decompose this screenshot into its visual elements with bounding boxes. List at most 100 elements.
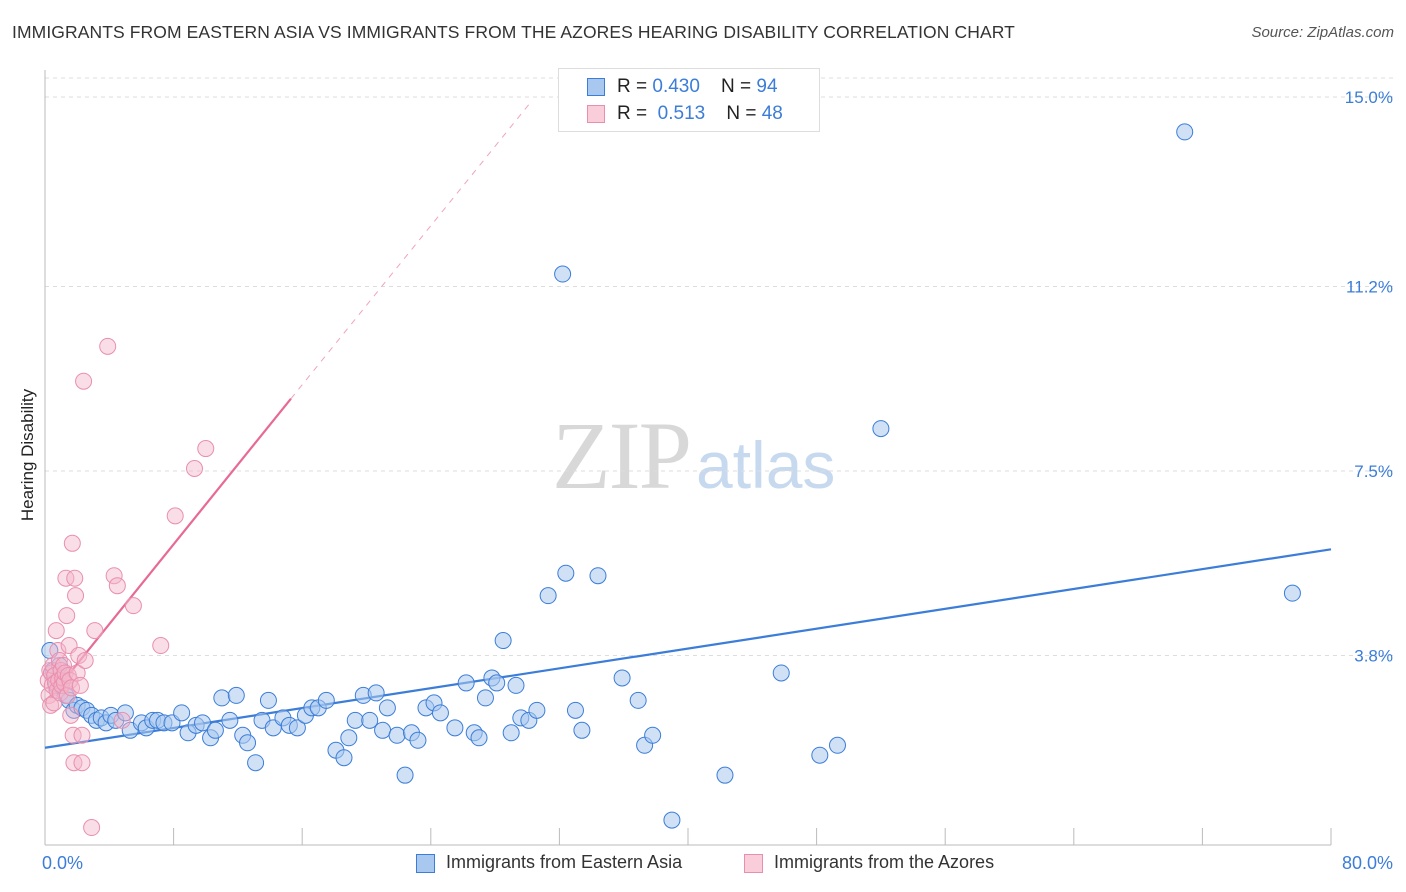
- data-point-azores: [58, 607, 76, 625]
- data-point-eastern-asia: [227, 686, 245, 704]
- data-point-azores: [99, 337, 117, 355]
- data-point-azores: [105, 567, 123, 585]
- data-point-eastern-asia: [346, 711, 364, 729]
- data-point-eastern-asia: [221, 711, 239, 729]
- data-point-azores: [86, 622, 104, 640]
- data-point-eastern-asia: [361, 711, 379, 729]
- legend-r-label: R =: [617, 103, 653, 124]
- data-point-eastern-asia: [716, 766, 734, 784]
- data-point-azores: [45, 694, 63, 712]
- x-tick-label: 80.0%: [1342, 853, 1393, 873]
- data-point-eastern-asia: [502, 724, 520, 742]
- data-point-eastern-asia: [431, 704, 449, 722]
- data-point-eastern-asia: [247, 754, 265, 772]
- correlation-legend: R = 0.430 N = 94 R = 0.513 N = 48: [558, 68, 820, 132]
- y-tick-label: 3.8%: [1354, 647, 1393, 666]
- data-point-eastern-asia: [554, 265, 572, 283]
- watermark-atlas: atlas: [696, 428, 836, 502]
- y-tick-label: 7.5%: [1354, 462, 1393, 481]
- data-point-eastern-asia: [828, 736, 846, 754]
- grid-lines: [45, 77, 1393, 657]
- data-point-eastern-asia: [557, 564, 575, 582]
- legend-r-value: 0.430: [652, 76, 700, 97]
- watermark-zip: ZIP: [552, 402, 692, 509]
- legend-label-eastern-asia: Immigrants from Eastern Asia: [446, 852, 683, 872]
- data-point-azores: [71, 676, 89, 694]
- data-point-eastern-asia: [374, 721, 392, 739]
- legend-n-label: N =: [721, 76, 757, 97]
- data-point-eastern-asia: [811, 746, 829, 764]
- data-point-azores: [63, 534, 81, 552]
- legend-swatch-blue: [587, 78, 605, 96]
- legend-n-value: 94: [756, 76, 778, 97]
- data-point-azores: [62, 706, 80, 724]
- data-point-eastern-asia: [446, 719, 464, 737]
- data-point-eastern-asia: [872, 420, 890, 438]
- data-point-eastern-asia: [539, 587, 557, 605]
- tick-labels: 3.8% 7.5% 11.2% 15.0% 0.0% 80.0%: [42, 88, 1393, 873]
- legend-label-azores: Immigrants from the Azores: [774, 852, 995, 872]
- data-point-eastern-asia: [629, 691, 647, 709]
- data-point-eastern-asia: [589, 567, 607, 585]
- legend-n-value: 48: [761, 103, 783, 124]
- data-point-azores: [57, 569, 75, 587]
- data-point-eastern-asia: [194, 714, 212, 732]
- data-point-eastern-asia: [340, 729, 358, 747]
- y-tick-label: 11.2%: [1346, 277, 1393, 296]
- data-point-azores: [185, 460, 203, 478]
- legend-r-value: 0.513: [652, 103, 706, 124]
- data-point-eastern-asia: [457, 674, 475, 692]
- trend-lines: [44, 104, 1332, 749]
- data-point-eastern-asia: [644, 726, 662, 744]
- chart-title: IMMIGRANTS FROM EASTERN ASIA VS IMMIGRAN…: [12, 22, 1015, 42]
- legend-swatch-blue: [416, 854, 435, 873]
- data-point-eastern-asia: [1283, 584, 1301, 602]
- data-point-eastern-asia: [317, 691, 335, 709]
- data-point-azores: [76, 651, 94, 669]
- data-point-azores: [67, 587, 85, 605]
- data-point-eastern-asia: [772, 664, 790, 682]
- legend-r-label: R =: [617, 76, 653, 97]
- data-point-azores: [113, 711, 131, 729]
- data-point-eastern-asia: [488, 674, 506, 692]
- axes: [44, 70, 1332, 846]
- data-point-eastern-asia: [288, 719, 306, 737]
- data-point-azores: [166, 507, 184, 525]
- data-point-azores: [73, 754, 91, 772]
- watermark: ZIPatlas: [552, 400, 835, 511]
- series-azores-points: [39, 337, 215, 837]
- data-point-azores: [47, 622, 65, 640]
- data-point-azores: [83, 819, 101, 837]
- trend-line-azores: [48, 398, 292, 699]
- y-axis-label: Hearing Disability: [18, 388, 37, 522]
- data-point-eastern-asia: [335, 749, 353, 767]
- data-point-eastern-asia: [470, 729, 488, 747]
- data-point-eastern-asia: [476, 689, 494, 707]
- x-tick-label: 0.0%: [42, 853, 83, 873]
- data-point-azores: [42, 696, 60, 714]
- legend-swatch-pink: [587, 105, 605, 123]
- legend-swatch-pink: [744, 854, 763, 873]
- data-point-eastern-asia: [507, 676, 525, 694]
- y-tick-label: 15.0%: [1345, 88, 1393, 107]
- data-point-eastern-asia: [573, 721, 591, 739]
- data-point-azores: [75, 372, 93, 390]
- trend-line-azores-extension: [290, 104, 530, 400]
- data-point-azores: [73, 726, 91, 744]
- data-point-eastern-asia: [206, 721, 224, 739]
- data-point-azores: [68, 664, 86, 682]
- data-point-eastern-asia: [494, 632, 512, 650]
- data-point-eastern-asia: [239, 734, 257, 752]
- data-point-eastern-asia: [663, 811, 681, 829]
- data-point-eastern-asia: [378, 699, 396, 717]
- data-point-eastern-asia: [396, 766, 414, 784]
- data-point-azores: [152, 637, 170, 655]
- data-point-eastern-asia: [259, 691, 277, 709]
- source-label: Source: ZipAtlas.com: [1251, 24, 1394, 41]
- data-point-eastern-asia: [367, 684, 385, 702]
- data-point-eastern-asia: [213, 689, 231, 707]
- series-eastern-asia-points: [41, 123, 1301, 829]
- data-point-azores: [64, 726, 82, 744]
- data-point-azores: [197, 440, 215, 458]
